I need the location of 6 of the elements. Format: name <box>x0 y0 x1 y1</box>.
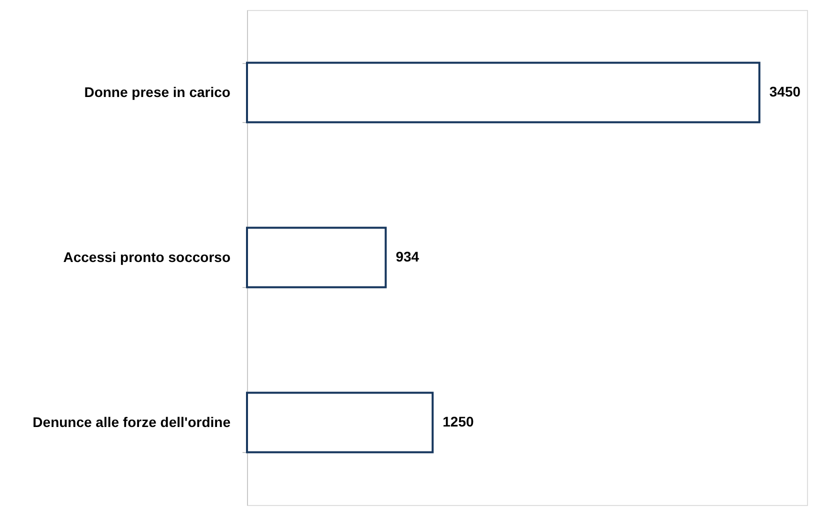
y-tick-label: Donne prese in carico <box>84 84 230 100</box>
data-label: 1250 <box>442 414 474 430</box>
data-label: 934 <box>396 248 420 264</box>
y-tick-label: Denunce alle forze dell'ordine <box>32 414 231 430</box>
y-tick-label: Accessi pronto soccorso <box>63 249 230 265</box>
data-label: 3450 <box>769 84 801 100</box>
